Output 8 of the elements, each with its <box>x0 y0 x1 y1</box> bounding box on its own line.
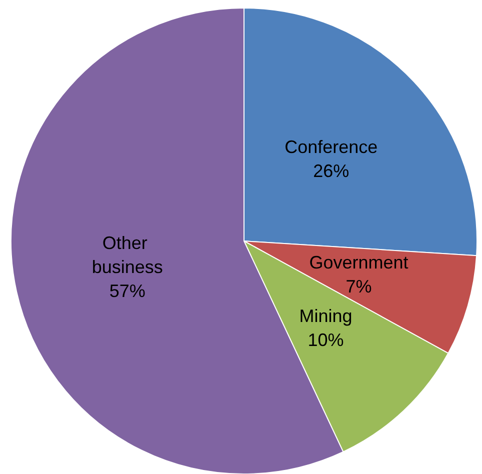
data-label: 57% <box>109 281 146 302</box>
data-label: 26% <box>313 161 350 182</box>
slice-label: Other business <box>92 233 163 278</box>
slice-label: Mining <box>299 306 352 326</box>
slice-label: Conference <box>284 137 378 158</box>
slice-label: Government <box>309 252 408 272</box>
data-label: 10% <box>308 330 344 350</box>
data-label: 7% <box>346 276 372 296</box>
